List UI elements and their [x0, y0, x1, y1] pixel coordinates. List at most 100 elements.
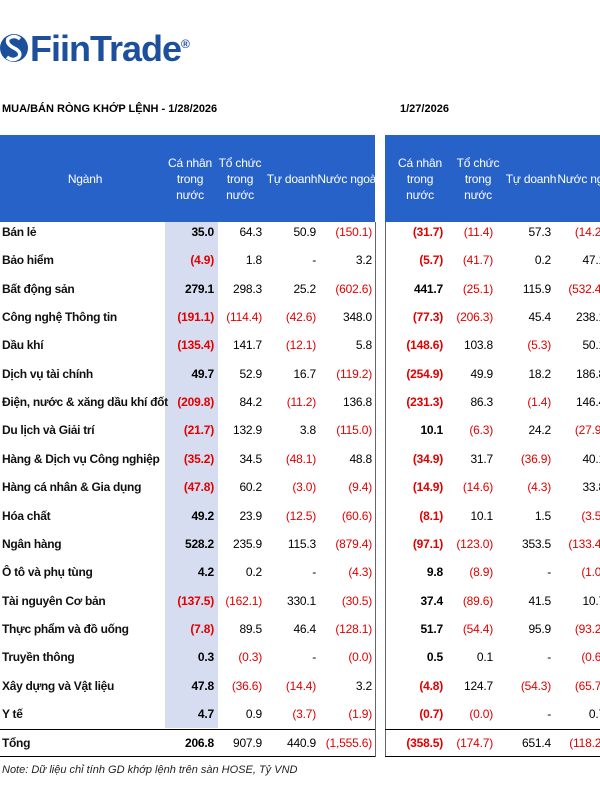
table-cell: 1.5 — [534, 508, 551, 523]
table-cell: (54.3) — [520, 678, 551, 693]
table-cell: 279.1 — [184, 281, 214, 296]
table-cell: 16.7 — [293, 366, 316, 381]
table-cell: 50.9 — [293, 225, 316, 239]
table-cell: (5.3) — [527, 338, 551, 353]
title-left: MUA/BÁN RÒNG KHỚP LỆNH - 1/28/2026 — [2, 103, 218, 115]
table-cell: 84.2 — [239, 395, 262, 410]
table-cell: 49.7 — [191, 366, 214, 381]
table-cell: (137.5) — [177, 593, 214, 608]
table-cell: 89.5 — [239, 621, 262, 636]
table-cell: (135.4) — [177, 338, 214, 353]
table-cell: 4.2 — [197, 565, 214, 580]
table-cell: 64.3 — [239, 225, 262, 239]
highlight-column — [165, 222, 218, 728]
table-cell: 651.4 — [521, 736, 551, 750]
header-cell: Nước ngoài — [557, 171, 600, 186]
table-cell: 235.9 — [232, 536, 262, 551]
table-cell: (3.7) — [292, 706, 316, 721]
table-cell: 115.9 — [522, 281, 551, 296]
table-cell: (47.8) — [183, 480, 214, 495]
table-cell: 47.1 — [582, 253, 600, 268]
table-cell: (65.7) — [574, 678, 600, 693]
table-cell: (6.3) — [469, 423, 493, 438]
row-label: Dịch vụ tài chính — [2, 366, 93, 381]
row-label: Hàng cá nhân & Gia dụng — [2, 480, 142, 495]
table-cell: 49.2 — [191, 508, 214, 523]
header-cell: Nước ngoài — [317, 171, 379, 186]
table-cell: 37.4 — [420, 593, 443, 608]
table-cell: 206.8 — [184, 736, 214, 750]
table-cell: 238.1 — [575, 310, 600, 325]
table-cell: (150.1) — [335, 225, 372, 239]
table-cell: (5.7) — [419, 253, 443, 268]
table-cell: (11.2) — [286, 395, 316, 410]
table-cell: 46.4 — [293, 621, 316, 636]
table-cell: 23.9 — [239, 508, 262, 523]
header-band — [0, 135, 375, 222]
table-cell: 50.1 — [582, 338, 600, 353]
table-cell: 60.2 — [239, 480, 262, 495]
table-cell: 35.0 — [191, 225, 214, 239]
table-cell: 3.2 — [355, 253, 372, 268]
table-cell: 0.9 — [245, 706, 262, 721]
table-cell: 52.9 — [239, 366, 262, 381]
table-cell: 103.8 — [463, 338, 493, 353]
table-cell: - — [547, 650, 551, 665]
table-cell: (36.9) — [520, 451, 551, 466]
table-cell: 24.2 — [528, 423, 551, 438]
table-cell: (77.3) — [412, 310, 443, 325]
table-cell: 10.1 — [470, 508, 493, 523]
table-cell: 0.5 — [426, 650, 443, 665]
table-cell: (35.2) — [183, 451, 214, 466]
table-cell: (12.5) — [285, 508, 316, 523]
table-cell: (48.1) — [285, 451, 316, 466]
title-right: 1/27/2026 — [400, 103, 449, 115]
table-cell: (36.6) — [231, 678, 262, 693]
table-cell: 49.9 — [470, 366, 493, 381]
table-cell: - — [312, 650, 316, 665]
row-label: Ô tô và phụ tùng — [2, 565, 93, 580]
logo-icon — [0, 34, 28, 62]
table-cell: (14.6) — [462, 480, 493, 495]
table-cell: - — [547, 565, 551, 580]
header-cell: Cá nhân trong nước — [168, 155, 212, 202]
table-cell: (31.7) — [412, 225, 443, 239]
table-cell: 34.5 — [239, 451, 262, 466]
logo-name: FiinTrade — [30, 28, 182, 69]
table-cell: 25.2 — [293, 281, 316, 296]
table-cell: 3.2 — [355, 678, 372, 693]
table-cell: 146.4 — [575, 395, 600, 410]
table-cell: 45.4 — [528, 310, 551, 325]
footnote: Note: Dữ liệu chỉ tính GD khớp lệnh trên… — [2, 764, 298, 776]
table-cell: (14.9) — [412, 480, 443, 495]
table-cell: (231.3) — [406, 395, 443, 410]
table-cell: (1,555.6) — [325, 736, 372, 750]
row-label: Hóa chất — [2, 508, 51, 523]
table-cell: (115.0) — [336, 423, 372, 438]
table-cell: (12.1) — [285, 338, 316, 353]
table-cell: (174.7) — [456, 736, 493, 750]
table-cell: - — [312, 253, 316, 268]
table-cell: (7.8) — [190, 621, 214, 636]
row-label: Tổng — [2, 736, 31, 750]
table-cell: (114.4) — [226, 310, 262, 325]
table-cell: (1.4) — [527, 395, 551, 410]
table-cell: (93.2) — [574, 621, 600, 636]
table-cell: (8.9) — [469, 565, 493, 580]
table-cell: (1.0) — [581, 565, 600, 580]
table-cell: (123.0) — [456, 536, 493, 551]
table-cell: (4.3) — [527, 480, 551, 495]
table-cell: 298.3 — [232, 281, 262, 296]
row-label: Du lịch và Giải trí — [2, 423, 95, 438]
table-cell: 1.8 — [245, 253, 262, 268]
table-cell: 330.1 — [286, 593, 316, 608]
row-label: Bán lẻ — [2, 225, 37, 239]
header-cell: Tự doanh — [266, 171, 318, 186]
table-cell: (60.6) — [341, 508, 372, 523]
table-cell: (119.2) — [336, 366, 372, 381]
row-label: Hàng & Dịch vụ Công nghiệp — [2, 451, 160, 466]
table-cell: 86.3 — [470, 395, 493, 410]
table-cell: (3.5) — [581, 508, 600, 523]
table-cell: (1.9) — [348, 706, 372, 721]
